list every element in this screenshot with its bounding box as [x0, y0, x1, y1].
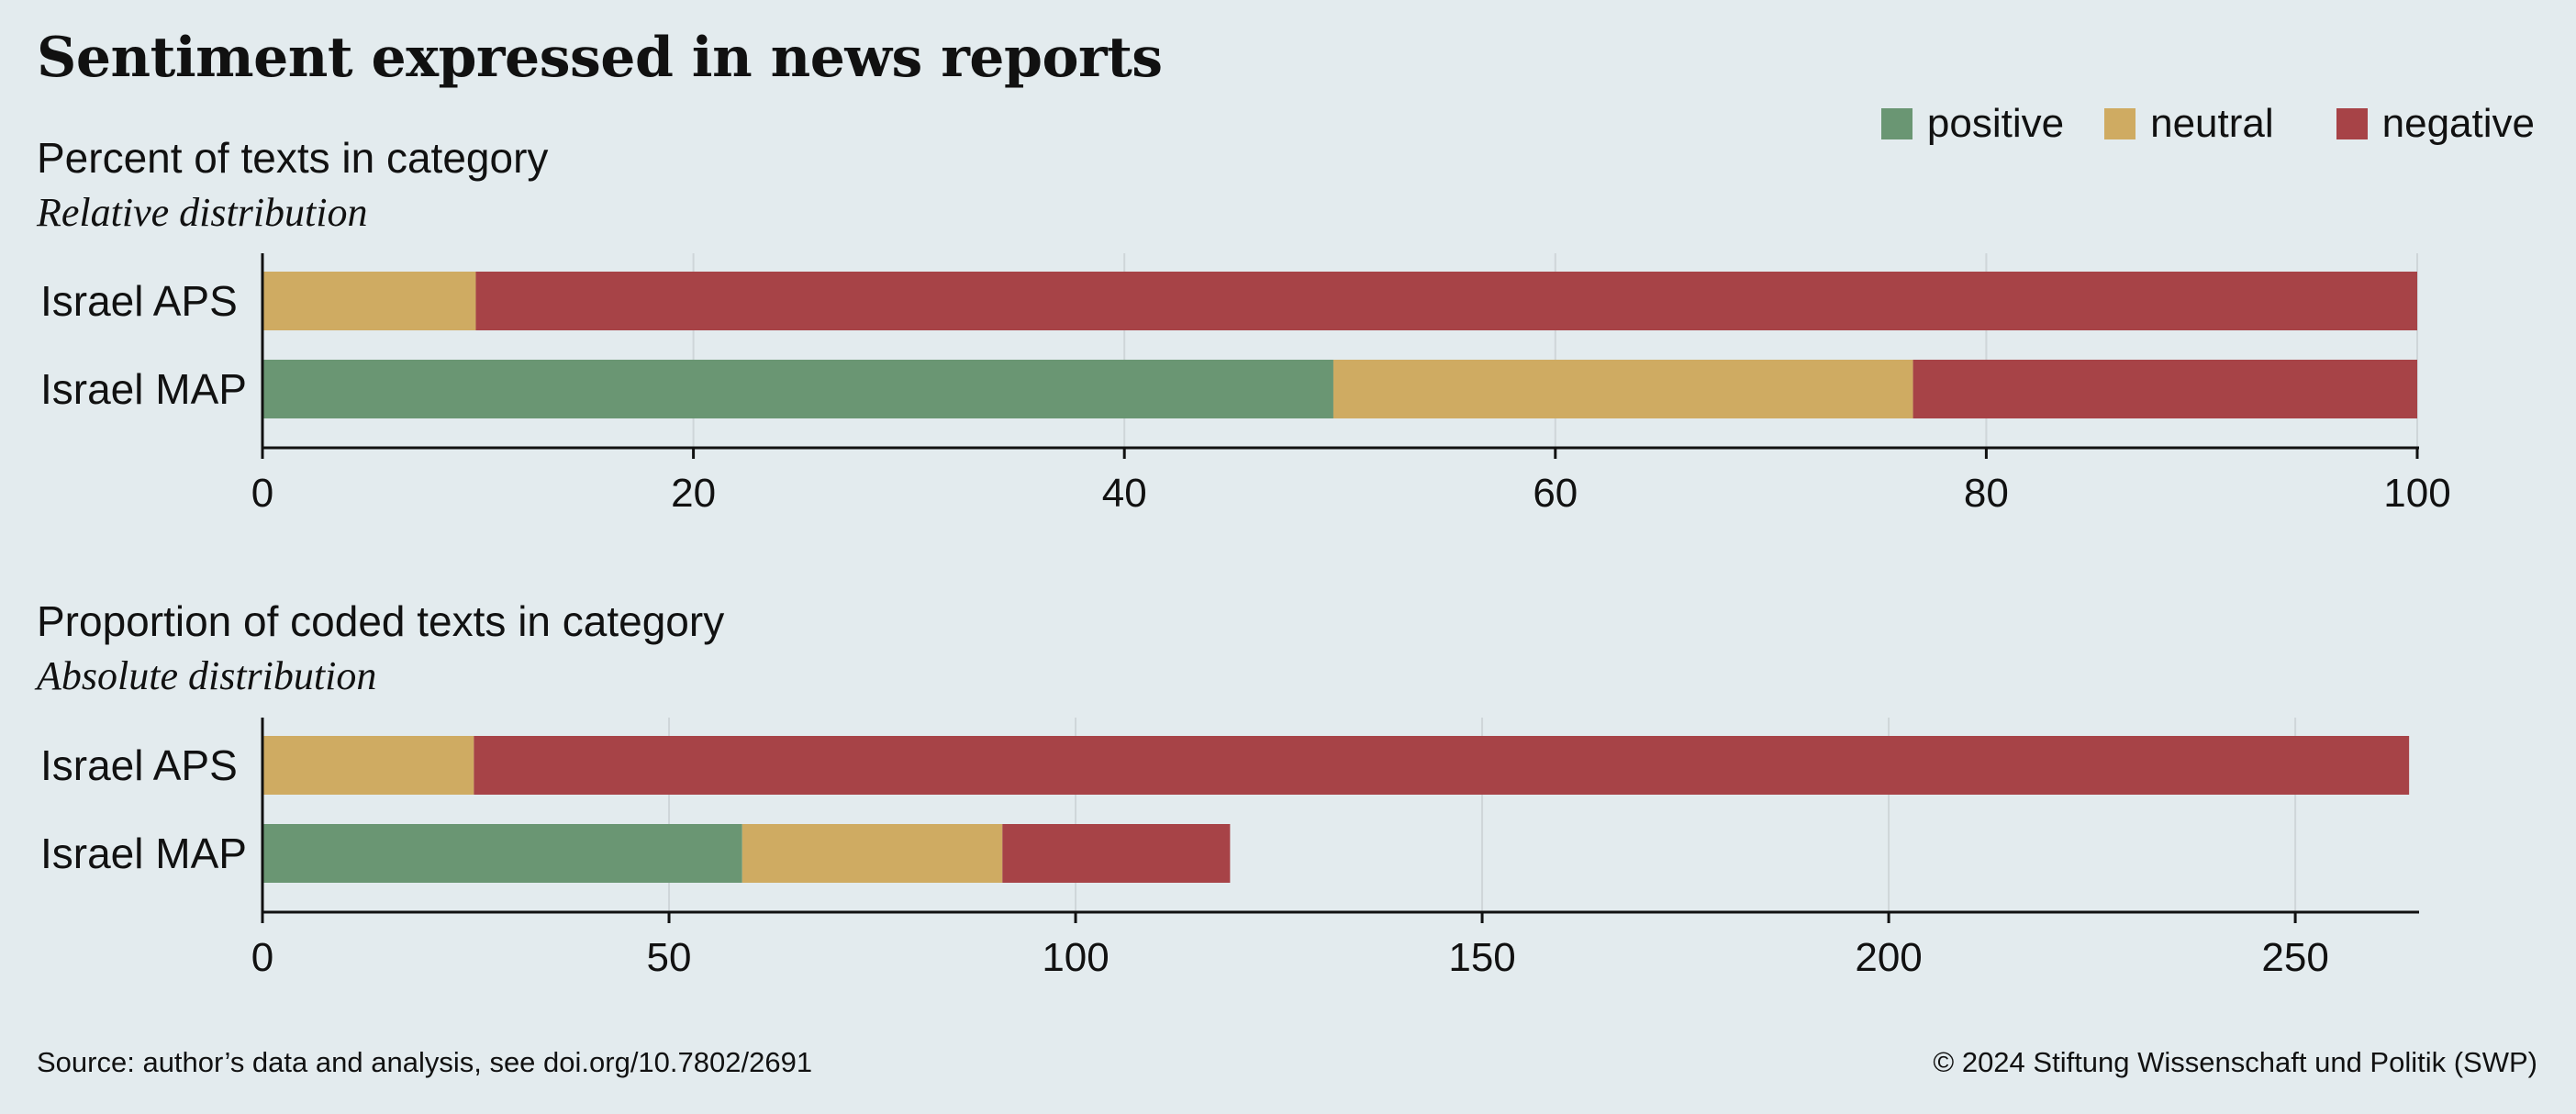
bar-negative [1002, 824, 1231, 883]
bar-negative [1912, 360, 2417, 418]
chart1-subtitle: Relative distribution [37, 190, 368, 235]
bar-positive [262, 824, 742, 883]
x-tick-label: 0 [251, 935, 273, 980]
x-tick-label: 100 [2383, 471, 2450, 516]
legend-swatch-negative [2336, 108, 2368, 139]
legend-item-negative: negative [2336, 101, 2535, 147]
x-tick-label: 150 [1448, 935, 1515, 980]
bar-neutral [262, 736, 474, 795]
category-label: Israel MAP [40, 365, 247, 413]
legend-label-neutral: neutral [2150, 101, 2274, 146]
bar-neutral [1333, 360, 1913, 418]
legend-swatch-neutral [2104, 108, 2136, 139]
x-tick-label: 100 [1042, 935, 1109, 980]
category-label: Israel APS [40, 741, 238, 789]
legend-swatch-positive [1880, 108, 1912, 139]
chart2-title: Proportion of coded texts in category [37, 597, 725, 645]
chart2-plot: Israel APS Israel MAP 0 50 100 150 200 250 [40, 718, 2419, 980]
legend-label-positive: positive [1926, 101, 2065, 146]
category-label: Israel MAP [40, 830, 247, 877]
bar-negative [475, 272, 2417, 330]
bar-negative [474, 736, 2410, 795]
legend-label-negative: negative [2381, 101, 2535, 146]
x-tick-label: 50 [647, 935, 692, 980]
bar-neutral [262, 272, 476, 330]
x-tick-label: 0 [251, 471, 273, 516]
chart1-plot: Israel APS Israel MAP 0 20 40 60 80 100 [40, 253, 2451, 516]
copyright-note: © 2024 Stiftung Wissenschaft und Politik… [1933, 1046, 2537, 1078]
x-tick-label: 200 [1855, 935, 1922, 980]
x-tick-label: 40 [1102, 471, 1147, 516]
figure-title: Sentiment expressed in news reports [37, 26, 1163, 90]
chart1-title: Percent of texts in category [37, 134, 549, 182]
legend: positive neutral negative [1841, 101, 2535, 147]
legend-item-positive: positive [1880, 101, 2065, 147]
chart2-subtitle: Absolute distribution [37, 653, 377, 698]
x-tick-label: 60 [1533, 471, 1578, 516]
x-tick-label: 250 [2261, 935, 2328, 980]
x-tick-label: 80 [1964, 471, 2009, 516]
bar-neutral [742, 824, 1003, 883]
legend-item-neutral: neutral [2104, 101, 2274, 147]
source-note: Source: author’s data and analysis, see … [37, 1046, 813, 1078]
x-tick-label: 20 [671, 471, 716, 516]
category-label: Israel APS [40, 277, 238, 325]
bar-positive [262, 360, 1333, 418]
